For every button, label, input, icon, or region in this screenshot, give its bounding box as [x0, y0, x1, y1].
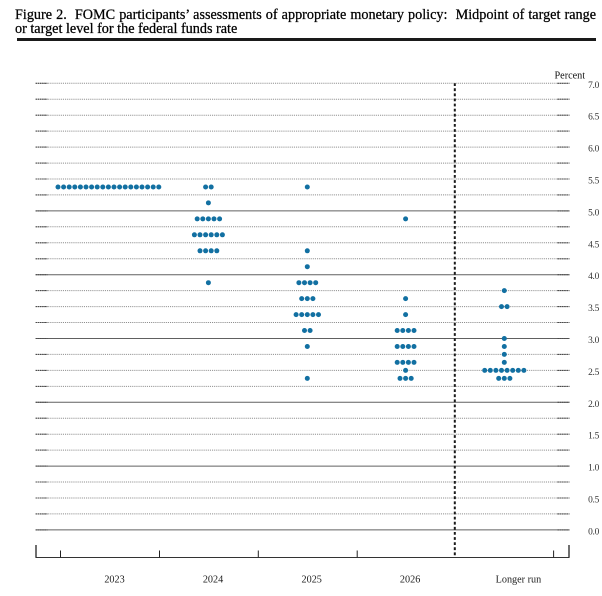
svg-text:0.5: 0.5 [588, 496, 599, 506]
svg-text:3.5: 3.5 [588, 304, 599, 314]
svg-text:2023: 2023 [104, 574, 124, 585]
svg-text:4.5: 4.5 [588, 240, 599, 250]
svg-text:Longer run: Longer run [496, 574, 542, 585]
svg-text:6.5: 6.5 [588, 113, 599, 123]
svg-text:1.0: 1.0 [588, 464, 599, 474]
svg-text:2024: 2024 [203, 574, 223, 585]
svg-text:Percent: Percent [555, 70, 586, 81]
svg-text:2026: 2026 [400, 574, 420, 585]
svg-text:7.0: 7.0 [588, 81, 599, 91]
svg-text:2.5: 2.5 [588, 368, 599, 378]
svg-text:1.5: 1.5 [588, 432, 599, 442]
svg-text:2.0: 2.0 [588, 400, 599, 410]
svg-text:2025: 2025 [302, 574, 322, 585]
svg-text:3.0: 3.0 [588, 336, 599, 346]
svg-text:4.0: 4.0 [588, 272, 599, 282]
svg-text:5.0: 5.0 [588, 208, 599, 218]
svg-text:5.5: 5.5 [588, 177, 599, 187]
svg-text:0.0: 0.0 [588, 527, 599, 537]
svg-text:6.0: 6.0 [588, 145, 599, 155]
